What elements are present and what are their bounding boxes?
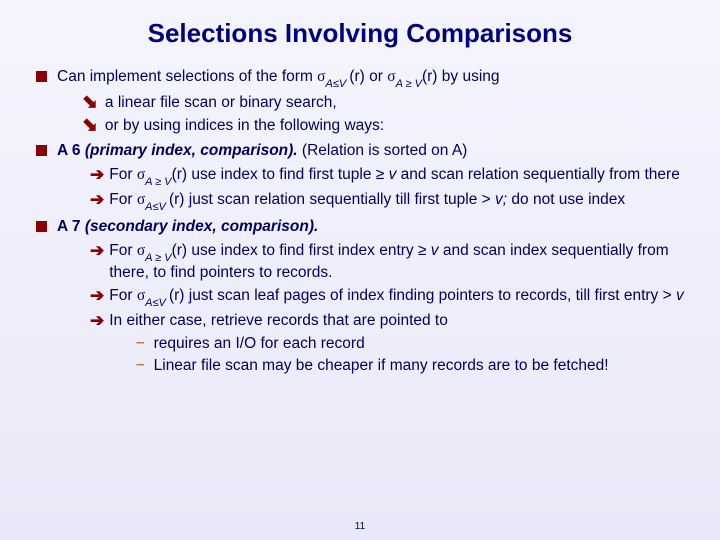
dash-bullet-1: – requires an I/O for each record bbox=[136, 334, 692, 354]
sub1-text: a linear file scan or binary search, bbox=[105, 93, 692, 114]
a7-sub3-text: In either case, retrieve records that ar… bbox=[109, 311, 692, 332]
right-arrow-icon: ➔ bbox=[90, 286, 104, 306]
dash-icon: – bbox=[136, 356, 145, 375]
a6-sub2-text: For σA≤V (r) just scan relation sequenti… bbox=[109, 190, 692, 213]
square-icon bbox=[36, 221, 47, 232]
a7-sub1-text: For σA ≥ V(r) use index to find first in… bbox=[109, 241, 692, 285]
line1-content: Can implement selections of the form σA≤… bbox=[57, 67, 692, 90]
bullet-a6: A 6 (primary index, comparison). (Relati… bbox=[36, 141, 692, 162]
a6-sub2: ➔ For σA≤V (r) just scan relation sequen… bbox=[90, 190, 692, 213]
down-arrow-icon: ⬊ bbox=[82, 116, 98, 135]
dash1-text: requires an I/O for each record bbox=[154, 334, 692, 354]
dash2-text: Linear file scan may be cheaper if many … bbox=[154, 356, 692, 376]
slide-title: Selections Involving Comparisons bbox=[28, 18, 692, 49]
down-arrow-icon: ⬊ bbox=[82, 93, 98, 112]
a7-sub2: ➔ For σA≤V (r) just scan leaf pages of i… bbox=[90, 286, 692, 309]
right-arrow-icon: ➔ bbox=[90, 190, 104, 210]
dash-icon: – bbox=[136, 334, 145, 353]
a7-sub1: ➔ For σA ≥ V(r) use index to find first … bbox=[90, 241, 692, 285]
right-arrow-icon: ➔ bbox=[90, 311, 104, 331]
right-arrow-icon: ➔ bbox=[90, 241, 104, 261]
right-arrow-icon: ➔ bbox=[90, 165, 104, 185]
slide-number: 11 bbox=[355, 521, 365, 532]
dash-bullet-2: – Linear file scan may be cheaper if man… bbox=[136, 356, 692, 376]
square-icon bbox=[36, 71, 47, 82]
a6-content: A 6 (primary index, comparison). (Relati… bbox=[57, 141, 692, 162]
bullet-line1: Can implement selections of the form σA≤… bbox=[36, 67, 692, 90]
sub-bullet-1: ⬊ a linear file scan or binary search, bbox=[82, 93, 692, 114]
square-icon bbox=[36, 145, 47, 156]
a7-sub3: ➔ In either case, retrieve records that … bbox=[90, 311, 692, 332]
sub2-text: or by using indices in the following way… bbox=[105, 116, 692, 137]
a6-sub1: ➔ For σA ≥ V(r) use index to find first … bbox=[90, 165, 692, 188]
a7-sub2-text: For σA≤V (r) just scan leaf pages of ind… bbox=[109, 286, 692, 309]
bullet-a7: A 7 (secondary index, comparison). bbox=[36, 217, 692, 238]
a6-sub1-text: For σA ≥ V(r) use index to find first tu… bbox=[109, 165, 692, 188]
a7-content: A 7 (secondary index, comparison). bbox=[57, 217, 692, 238]
sub-bullet-2: ⬊ or by using indices in the following w… bbox=[82, 116, 692, 137]
